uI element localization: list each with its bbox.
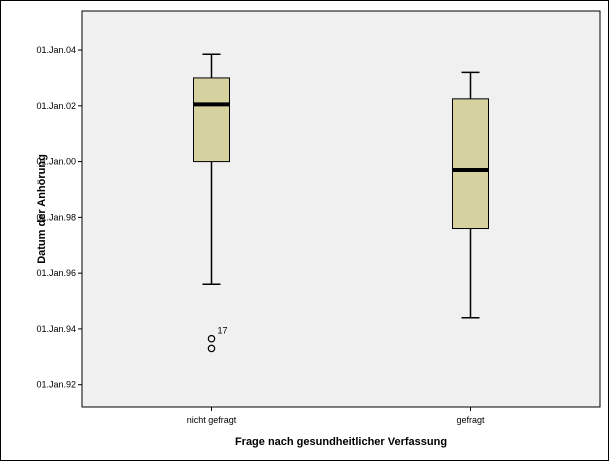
box bbox=[193, 77, 230, 163]
outlier-label: 17 bbox=[218, 326, 228, 336]
x-axis-title: Frage nach gesundheitlicher Verfassung bbox=[235, 436, 447, 448]
x-tick-label: nicht gefragt bbox=[187, 415, 237, 425]
y-tick-label: 01.Jan.94 bbox=[36, 324, 76, 334]
y-tick-label: 01.Jan.96 bbox=[36, 268, 76, 278]
x-axis: nicht gefragt gefragt bbox=[187, 407, 485, 425]
box bbox=[452, 98, 489, 230]
outlier-point bbox=[207, 344, 216, 353]
boxes bbox=[193, 53, 489, 319]
box-group bbox=[193, 53, 230, 286]
y-axis: 01.Jan.92 01.Jan.94 01.Jan.96 01.Jan.98 01.J… bbox=[36, 45, 82, 390]
y-tick-label: 01.Jan.02 bbox=[36, 101, 76, 111]
y-tick-label: 01.Jan.92 bbox=[36, 380, 76, 390]
y-tick-label: 01.Jan.98 bbox=[36, 212, 76, 222]
outliers: 17 bbox=[207, 326, 228, 353]
plot-area bbox=[81, 10, 601, 408]
y-tick-label: 01.Jan.00 bbox=[36, 157, 76, 167]
y-axis-title: Datum der Anhörung bbox=[36, 154, 48, 264]
outlier-point bbox=[207, 334, 216, 343]
y-tick-label: 01.Jan.04 bbox=[36, 45, 76, 55]
x-tick-label: gefragt bbox=[456, 415, 485, 425]
box-group bbox=[452, 71, 489, 319]
